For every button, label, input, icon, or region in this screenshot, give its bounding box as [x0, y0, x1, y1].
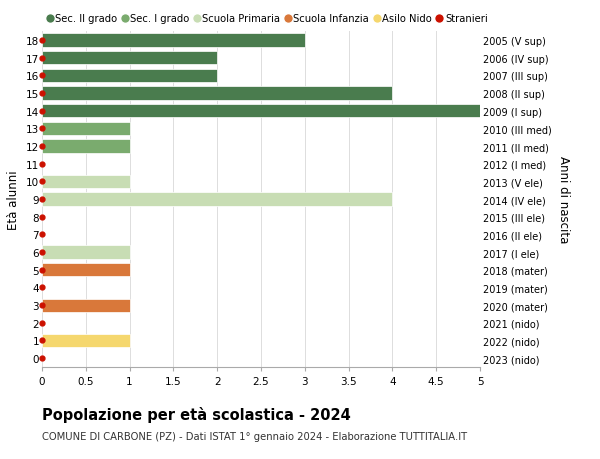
Bar: [42, 52, 217, 65]
Bar: [42, 70, 217, 83]
Bar: [42, 193, 392, 206]
Bar: [42, 105, 480, 118]
Y-axis label: Età alunni: Età alunni: [7, 170, 20, 230]
Bar: [42, 334, 130, 347]
Bar: [42, 140, 130, 153]
Y-axis label: Anni di nascita: Anni di nascita: [557, 156, 569, 243]
Bar: [42, 246, 130, 259]
Text: COMUNE DI CARBONE (PZ) - Dati ISTAT 1° gennaio 2024 - Elaborazione TUTTITALIA.IT: COMUNE DI CARBONE (PZ) - Dati ISTAT 1° g…: [42, 431, 467, 442]
Legend: Sec. II grado, Sec. I grado, Scuola Primaria, Scuola Infanzia, Asilo Nido, Stran: Sec. II grado, Sec. I grado, Scuola Prim…: [47, 14, 488, 24]
Bar: [42, 34, 305, 48]
Bar: [42, 299, 130, 312]
Bar: [42, 263, 130, 277]
Bar: [42, 175, 130, 189]
Bar: [42, 87, 392, 101]
Bar: [42, 123, 130, 136]
Text: Popolazione per età scolastica - 2024: Popolazione per età scolastica - 2024: [42, 406, 351, 422]
